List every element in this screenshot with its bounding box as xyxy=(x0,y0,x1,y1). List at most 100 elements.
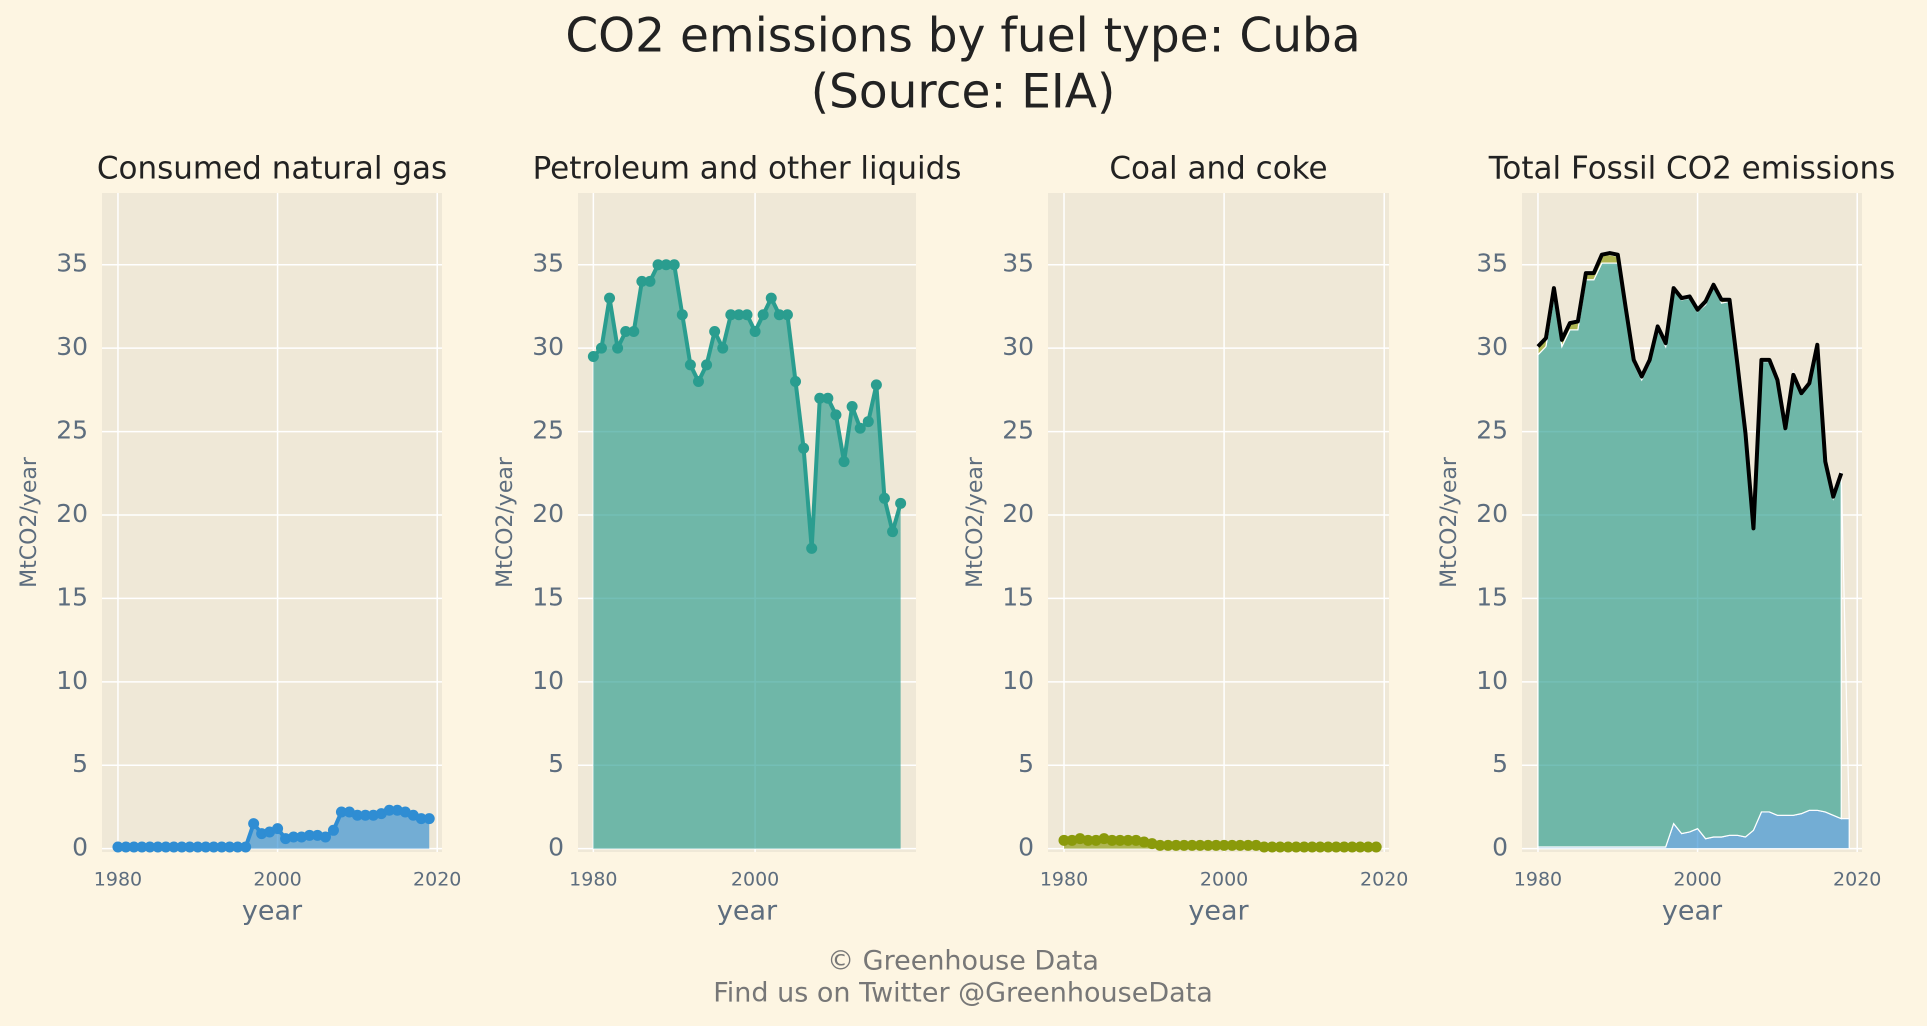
y-tick-label: 30 xyxy=(532,332,564,361)
y-tick-label: 0 xyxy=(548,833,564,862)
point xyxy=(870,379,882,391)
point xyxy=(335,806,347,818)
x-axis-label: year xyxy=(242,896,303,927)
y-tick-label: 25 xyxy=(532,416,564,445)
page-title: CO2 emissions by fuel type: Cuba xyxy=(565,9,1360,64)
panel-title: Coal and coke xyxy=(1109,151,1327,187)
x-axis-label: year xyxy=(1662,896,1723,927)
point xyxy=(595,342,607,354)
y-tick-label: 0 xyxy=(72,833,88,862)
point xyxy=(604,292,616,304)
x-tick-label: 1980 xyxy=(1040,869,1088,891)
y-tick-label: 35 xyxy=(1002,249,1034,278)
point xyxy=(1154,839,1166,851)
point xyxy=(1330,841,1342,853)
y-tick-label: 30 xyxy=(1476,332,1508,361)
y-tick-label: 20 xyxy=(56,499,88,528)
point xyxy=(1178,839,1190,851)
point xyxy=(709,325,721,337)
point xyxy=(192,841,204,853)
point xyxy=(232,841,244,853)
point xyxy=(1194,839,1206,851)
point xyxy=(854,422,866,434)
area-fill xyxy=(117,810,430,849)
point xyxy=(636,275,648,287)
point xyxy=(128,841,140,853)
y-tick-label: 15 xyxy=(56,582,88,611)
point xyxy=(741,309,753,321)
point xyxy=(1114,834,1126,846)
point xyxy=(822,392,834,404)
total-line xyxy=(1536,251,1844,531)
point xyxy=(1346,841,1358,853)
point xyxy=(1162,839,1174,851)
point xyxy=(319,831,331,843)
x-axis-label: year xyxy=(1188,896,1249,927)
y-tick-label: 30 xyxy=(56,332,88,361)
point xyxy=(1298,841,1310,853)
point xyxy=(1234,839,1246,851)
panel-title: Total Fossil CO2 emissions xyxy=(1488,151,1896,187)
panel-title: Consumed natural gas xyxy=(97,151,447,187)
point xyxy=(1226,839,1238,851)
y-tick-label: 5 xyxy=(1018,749,1034,778)
y-tick-label: 25 xyxy=(1002,416,1034,445)
y-tick-label: 20 xyxy=(1476,499,1508,528)
point xyxy=(1202,839,1214,851)
x-tick-label: 2000 xyxy=(1673,869,1721,891)
point xyxy=(1266,841,1278,853)
point xyxy=(1210,839,1222,851)
point xyxy=(112,841,124,853)
x-tick-label: 2020 xyxy=(1360,869,1408,891)
point xyxy=(1242,839,1254,851)
point xyxy=(612,342,624,354)
y-tick-label: 20 xyxy=(532,499,564,528)
point xyxy=(895,497,907,509)
point xyxy=(830,409,842,421)
x-tick-label: 2020 xyxy=(413,869,461,891)
plot-area xyxy=(1048,193,1389,852)
point xyxy=(152,841,164,853)
point xyxy=(304,829,316,841)
footer-twitter: Find us on Twitter @GreenhouseData xyxy=(713,978,1213,1009)
point xyxy=(660,259,672,271)
point xyxy=(1322,841,1334,853)
x-tick-label: 2000 xyxy=(1200,869,1248,891)
point xyxy=(806,542,818,554)
y-tick-label: 10 xyxy=(1476,666,1508,695)
point xyxy=(749,325,761,337)
point xyxy=(1354,841,1366,853)
y-tick-label: 0 xyxy=(1492,833,1508,862)
point xyxy=(1306,841,1318,853)
point xyxy=(717,342,729,354)
y-tick-label: 15 xyxy=(1002,582,1034,611)
point xyxy=(248,818,260,830)
point xyxy=(862,416,874,428)
area-fill xyxy=(593,264,901,849)
y-tick-label: 5 xyxy=(1492,749,1508,778)
point xyxy=(120,841,132,853)
point xyxy=(790,376,802,388)
point xyxy=(288,831,300,843)
x-tick-label: 1980 xyxy=(1514,869,1562,891)
page-subtitle: (Source: EIA) xyxy=(811,65,1116,120)
point xyxy=(676,309,688,321)
point xyxy=(838,456,850,468)
point xyxy=(814,392,826,404)
y-tick-label: 15 xyxy=(532,582,564,611)
y-tick-label: 35 xyxy=(56,249,88,278)
point xyxy=(1362,841,1374,853)
point xyxy=(798,442,810,454)
y-tick-label: 10 xyxy=(532,666,564,695)
point xyxy=(1338,841,1350,853)
point xyxy=(757,309,769,321)
point xyxy=(240,841,252,853)
point xyxy=(781,309,793,321)
point xyxy=(846,401,858,413)
point xyxy=(878,492,890,504)
point xyxy=(684,359,696,371)
panel-title: Petroleum and other liquids xyxy=(533,151,962,187)
point xyxy=(359,809,371,821)
y-axis-label: MtCO2/year xyxy=(963,456,988,588)
